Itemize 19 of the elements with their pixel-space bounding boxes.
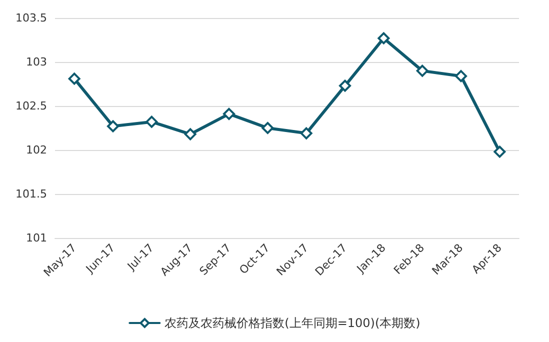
point — [378, 32, 390, 44]
y-tick-label: 103 — [26, 56, 47, 68]
point — [107, 120, 119, 132]
y-tick-label: 102 — [26, 144, 47, 156]
y-tick-label: 101.5 — [16, 188, 47, 200]
point — [184, 128, 196, 140]
y-tick-label: 103.5 — [16, 12, 47, 24]
point — [300, 127, 312, 140]
point — [223, 108, 235, 120]
point — [416, 64, 428, 77]
point — [339, 80, 351, 92]
point — [455, 70, 467, 82]
point — [494, 146, 506, 158]
point — [146, 116, 158, 128]
point — [262, 122, 274, 134]
point — [68, 72, 80, 85]
legend-label: 农药及农药械价格指数(上年同期=100)(本期数) — [164, 316, 420, 330]
y-tick-label: 102.5 — [16, 100, 47, 112]
y-tick-label: 101 — [26, 232, 47, 244]
